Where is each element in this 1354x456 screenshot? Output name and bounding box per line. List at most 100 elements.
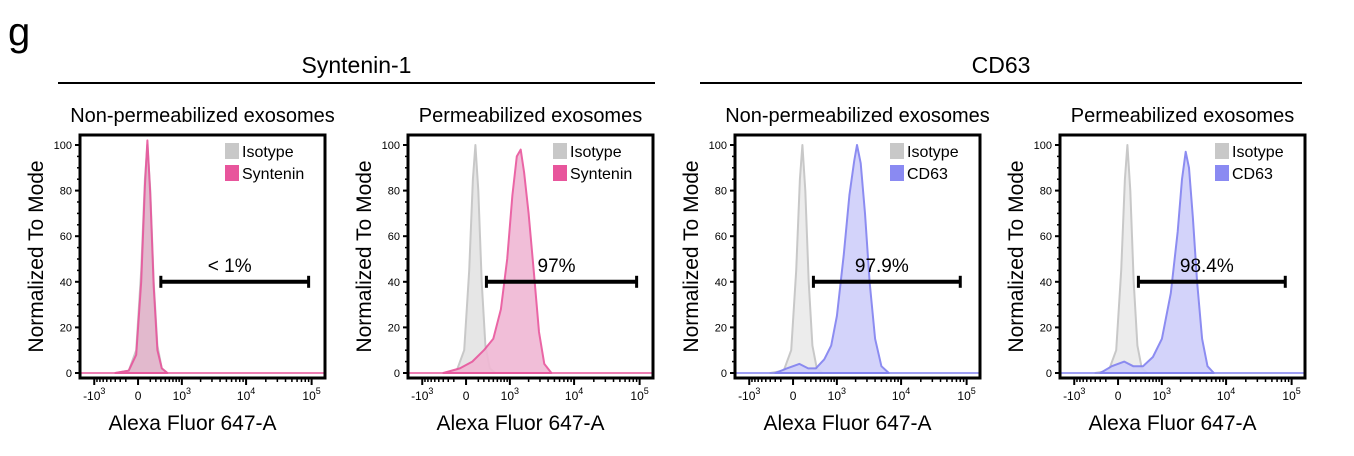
x-tick-exponent: 4: [1230, 386, 1235, 396]
histogram-cd63: [1099, 150, 1215, 374]
x-tick-label: -103: [411, 386, 433, 403]
histogram-isotype: [769, 144, 824, 374]
x-tick-exponent: 5: [1296, 386, 1301, 396]
legend-swatch-isotype: [890, 143, 904, 159]
x-tick-exponent: 5: [316, 386, 321, 396]
legend-swatch-cd63: [890, 165, 904, 181]
y-tick-label: 80: [715, 186, 727, 198]
group-divider-syntenin: [58, 82, 655, 84]
legend-swatch-isotype: [553, 143, 567, 159]
x-tick-exponent: 3: [755, 386, 760, 396]
histogram-panel-2: Permeabilized exosomes 0 20 40 60 80 100 -103 0 1…: [353, 105, 655, 435]
plot-frame: [406, 133, 655, 380]
x-tick-label: 105: [302, 386, 320, 403]
x-axis-label: Alexa Fluor 647-A: [763, 412, 931, 435]
group-title-cd63: CD63: [971, 52, 1031, 78]
y-tick-label: 40: [388, 277, 400, 289]
x-tick-exponent: 3: [428, 386, 433, 396]
x-tick-label: 103: [1153, 386, 1171, 403]
x-tick-label: -103: [1063, 386, 1085, 403]
legend-swatch-isotype: [1215, 143, 1229, 159]
x-tick-exponent: 3: [1166, 386, 1171, 396]
legend-swatch-syntenin: [225, 165, 239, 181]
x-tick-exponent: 3: [514, 386, 519, 396]
histogram-syntenin: [114, 139, 169, 374]
x-tick-label: 103: [828, 386, 846, 403]
panel-title: Permeabilized exosomes: [419, 105, 642, 127]
x-tick-label: 0: [790, 389, 797, 403]
x-axis-label: Alexa Fluor 647-A: [436, 412, 604, 435]
x-tick-exponent: 5: [971, 386, 976, 396]
x-tick-label: 0: [135, 389, 142, 403]
legend-label-isotype: Isotype: [242, 144, 294, 161]
y-axis-label: Normalized To Mode: [353, 160, 376, 352]
legend-swatch-isotype: [225, 143, 239, 159]
y-axis-label: Normalized To Mode: [680, 160, 703, 352]
x-tick-label: 105: [630, 386, 648, 403]
x-tick-label: 104: [237, 386, 255, 403]
panel-title: Permeabilized exosomes: [1071, 105, 1294, 127]
x-tick-label: 103: [173, 386, 191, 403]
y-tick-label: 60: [1040, 231, 1052, 243]
y-tick-label: 100: [54, 140, 72, 152]
x-tick-label: 0: [1115, 389, 1122, 403]
x-tick-exponent: 5: [644, 386, 649, 396]
x-axis-label: Alexa Fluor 647-A: [108, 412, 276, 435]
y-tick-label: 60: [60, 231, 72, 243]
x-tick-label: 104: [565, 386, 583, 403]
x-tick-label: 105: [1282, 386, 1300, 403]
y-tick-label: 80: [1040, 186, 1052, 198]
gate-percentage-label: < 1%: [208, 256, 252, 277]
histogram-isotype: [1094, 144, 1149, 374]
y-tick-label: 0: [1046, 368, 1052, 380]
gate-percentage-label: 98.4%: [1180, 256, 1234, 277]
x-axis-label: Alexa Fluor 647-A: [1088, 412, 1256, 435]
x-tick-label: 105: [957, 386, 975, 403]
y-tick-label: 0: [394, 368, 400, 380]
x-tick-exponent: 4: [905, 386, 910, 396]
y-tick-label: 40: [715, 277, 727, 289]
panel-title: Non-permeabilized exosomes: [70, 105, 335, 127]
y-axis-label: Normalized To Mode: [25, 160, 48, 352]
histogram-isotype: [442, 144, 497, 374]
y-tick-label: 0: [66, 368, 72, 380]
histogram-panel-1: Non-permeabilized exosomes020406080100-1…: [25, 105, 335, 435]
group-title-syntenin: Syntenin-1: [301, 52, 412, 78]
histogram-cd63: [774, 144, 890, 374]
legend-swatch-syntenin: [553, 165, 567, 181]
x-tick-label: -103: [738, 386, 760, 403]
y-tick-label: 20: [60, 322, 72, 334]
y-tick-label: 60: [388, 231, 400, 243]
y-tick-label: 100: [709, 140, 727, 152]
x-tick-exponent: 3: [841, 386, 846, 396]
x-tick-label: -103: [83, 386, 105, 403]
y-axis-label: Normalized To Mode: [1005, 160, 1028, 352]
x-tick-exponent: 3: [1080, 386, 1085, 396]
x-tick-exponent: 4: [578, 386, 583, 396]
x-tick-label: 104: [1217, 386, 1235, 403]
y-tick-label: 60: [715, 231, 727, 243]
y-tick-label: 20: [388, 322, 400, 334]
histogram-syntenin: [442, 148, 553, 374]
y-tick-label: 40: [1040, 277, 1052, 289]
legend-label-isotype: Isotype: [1232, 144, 1284, 161]
x-tick-exponent: 3: [100, 386, 105, 396]
y-tick-label: 100: [382, 140, 400, 152]
plot-frame: [1058, 133, 1307, 380]
y-tick-label: 100: [1034, 140, 1052, 152]
histogram-panel-4: Permeabilized exosomes 0 20 40 60 80 100 -103 0 1…: [1005, 105, 1307, 435]
y-tick-label: 80: [388, 186, 400, 198]
x-tick-exponent: 3: [186, 386, 191, 396]
group-divider-cd63: [700, 82, 1302, 84]
legend-label-isotype: Isotype: [907, 144, 959, 161]
y-tick-label: 80: [60, 186, 72, 198]
x-tick-label: 0: [463, 389, 470, 403]
histogram-panel-3: Non-permeabilized exosomes020406080100-1…: [680, 105, 990, 435]
legend-label-syntenin: Syntenin: [242, 166, 304, 183]
panel-title: Non-permeabilized exosomes: [725, 105, 990, 127]
legend-swatch-cd63: [1215, 165, 1229, 181]
gate-percentage-label: 97%: [538, 256, 576, 277]
panel-letter: g: [8, 10, 31, 54]
legend-label-cd63: CD63: [907, 166, 948, 183]
